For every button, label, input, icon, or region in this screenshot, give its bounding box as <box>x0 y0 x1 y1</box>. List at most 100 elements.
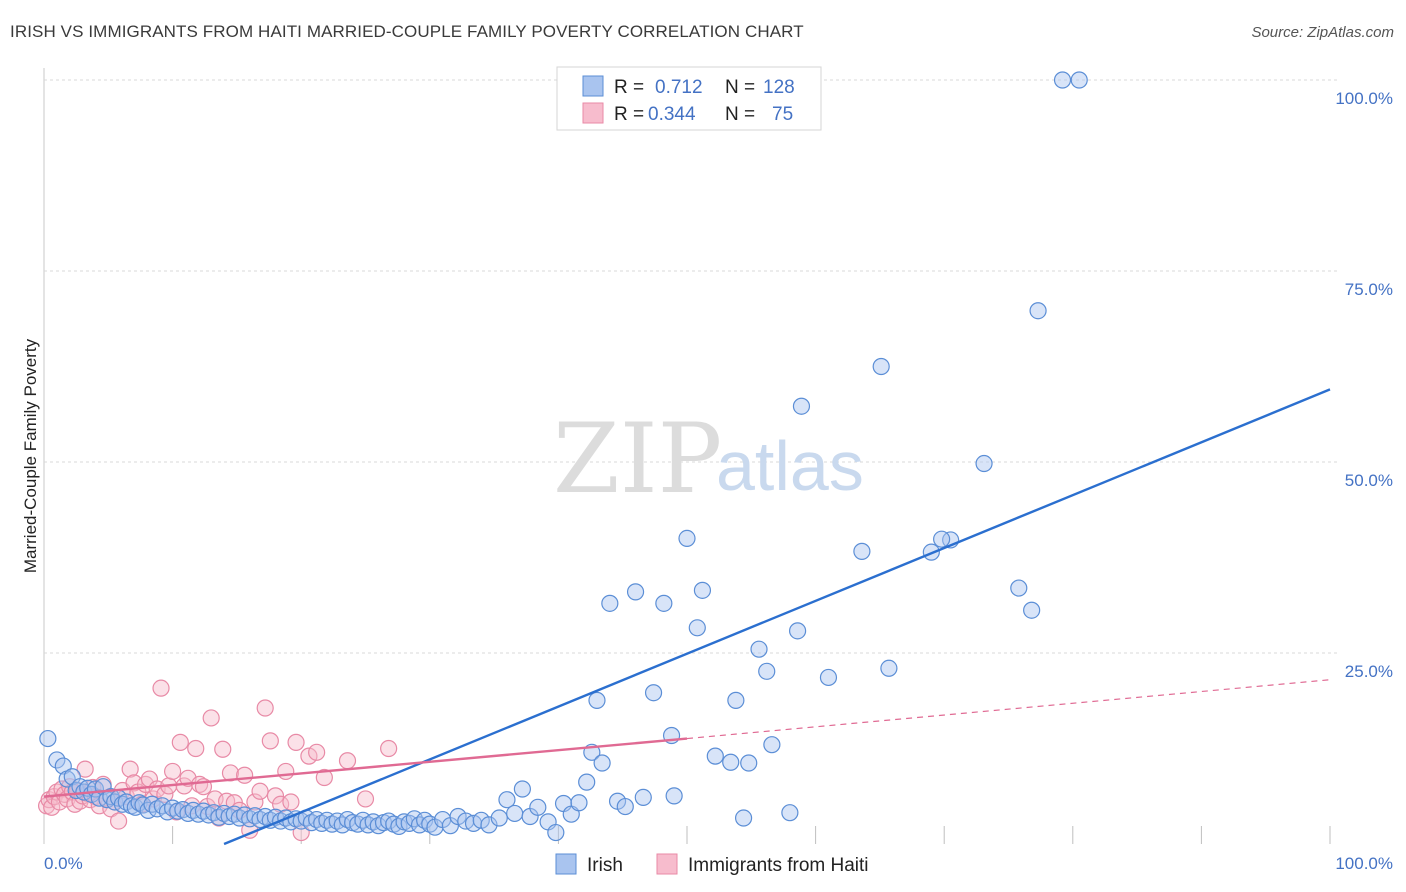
irish-point <box>490 809 508 827</box>
y-tick-labels: 25.0% 50.0% 75.0% 100.0% <box>1335 89 1393 681</box>
source-label: Source: ZipAtlas.com <box>1251 24 1394 41</box>
haiti-point <box>380 739 398 758</box>
x-tick-label-min: 0.0% <box>44 854 83 873</box>
haiti-point <box>251 782 269 800</box>
haiti-point <box>187 739 205 758</box>
haiti-point <box>338 752 357 770</box>
irish-point <box>498 791 516 809</box>
haiti-point <box>277 762 295 781</box>
irish-point <box>722 753 740 771</box>
irish-point <box>763 736 781 754</box>
chart-title: IRISH VS IMMIGRANTS FROM HAITI MARRIED-C… <box>10 22 804 41</box>
x-tick-label-max: 100.0% <box>1335 854 1393 873</box>
irish-point <box>547 823 565 842</box>
irish-point <box>740 754 758 772</box>
irish-point <box>390 817 408 836</box>
haiti-trend-extension <box>686 679 1331 740</box>
irish-point <box>588 691 606 709</box>
haiti-point <box>171 733 189 751</box>
irish-point <box>727 691 745 709</box>
series-legend: Irish Immigrants from Haiti <box>555 853 869 876</box>
haiti-point <box>287 733 305 751</box>
irish-point <box>655 594 673 612</box>
irish-point <box>421 815 439 833</box>
haiti-point <box>246 793 264 811</box>
irish-point <box>570 794 588 812</box>
irish-point <box>792 397 811 415</box>
irish-point <box>39 729 57 748</box>
irish-point <box>1010 579 1028 597</box>
haiti-point <box>152 679 170 697</box>
grid-lines <box>43 68 1338 844</box>
haiti-point <box>76 760 94 778</box>
haiti-point <box>202 709 220 727</box>
haiti-point <box>164 762 182 781</box>
watermark: ZIP atlas <box>553 403 864 515</box>
irish-point <box>529 798 547 816</box>
irish-point <box>1023 601 1041 619</box>
irish-point <box>853 542 871 560</box>
y-tick-label: 100.0% <box>1335 89 1393 108</box>
stats-r-value-haiti: 0.344 <box>648 104 696 125</box>
haiti-point <box>315 768 333 787</box>
legend-irish-label: Irish <box>587 855 623 876</box>
y-tick-label: 25.0% <box>1345 662 1393 681</box>
irish-point <box>480 816 498 834</box>
irish-point <box>872 357 890 376</box>
stats-r-label-haiti: R = <box>614 104 644 125</box>
haiti-point <box>121 760 139 778</box>
haiti-point <box>261 732 279 750</box>
irish-point <box>506 804 524 823</box>
irish-point <box>616 797 634 816</box>
irish-point <box>975 454 993 473</box>
haiti-point <box>308 743 326 761</box>
stats-n-label-irish: N = <box>725 77 755 98</box>
irish-point <box>626 583 645 601</box>
stats-n-value-haiti: 75 <box>772 104 793 125</box>
irish-point <box>513 780 531 798</box>
haiti-point <box>256 699 274 717</box>
irish-point <box>578 773 596 791</box>
irish-point <box>880 659 898 677</box>
haiti-point <box>266 787 285 805</box>
haiti-point <box>282 793 300 811</box>
legend-irish-swatch <box>555 853 577 875</box>
irish-point <box>593 754 611 772</box>
irish-point <box>1070 71 1088 89</box>
irish-point <box>750 640 768 658</box>
irish-point <box>706 747 724 765</box>
irish-point <box>788 622 807 640</box>
irish-point <box>665 787 683 805</box>
stats-r-value-irish: 0.712 <box>655 77 703 98</box>
haiti-point <box>109 812 128 830</box>
stats-n-label-haiti: N = <box>725 104 755 125</box>
irish-point <box>758 662 776 680</box>
y-tick-label: 50.0% <box>1345 471 1393 490</box>
haiti-trend-line <box>43 737 688 798</box>
watermark-zip: ZIP <box>553 403 722 515</box>
haiti-point <box>236 766 254 784</box>
haiti-point <box>214 740 232 758</box>
axis-labels: Married-Couple Family Poverty 0.0% 100.0… <box>21 338 1393 873</box>
legend-haiti-label: Immigrants from Haiti <box>688 855 869 876</box>
stats-n-value-irish: 128 <box>763 77 795 98</box>
legend-haiti-swatch <box>656 853 678 875</box>
irish-point <box>933 530 951 548</box>
irish-point <box>48 751 66 769</box>
trend-lines <box>43 388 1331 846</box>
irish-point <box>1029 302 1047 320</box>
stats-r-label-irish: R = <box>614 77 644 98</box>
y-tick-label: 75.0% <box>1345 280 1393 299</box>
stats-legend-haiti-swatch <box>582 102 604 124</box>
watermark-atlas: atlas <box>716 427 864 505</box>
irish-point <box>634 788 652 806</box>
stats-legend-irish-swatch <box>582 75 604 97</box>
irish-point <box>1053 71 1072 89</box>
irish-point <box>678 529 696 548</box>
irish-point <box>781 804 799 822</box>
haiti-point <box>356 790 375 808</box>
irish-point <box>601 594 619 612</box>
y-axis-label: Married-Couple Family Poverty <box>21 338 40 573</box>
irish-point <box>734 809 753 827</box>
